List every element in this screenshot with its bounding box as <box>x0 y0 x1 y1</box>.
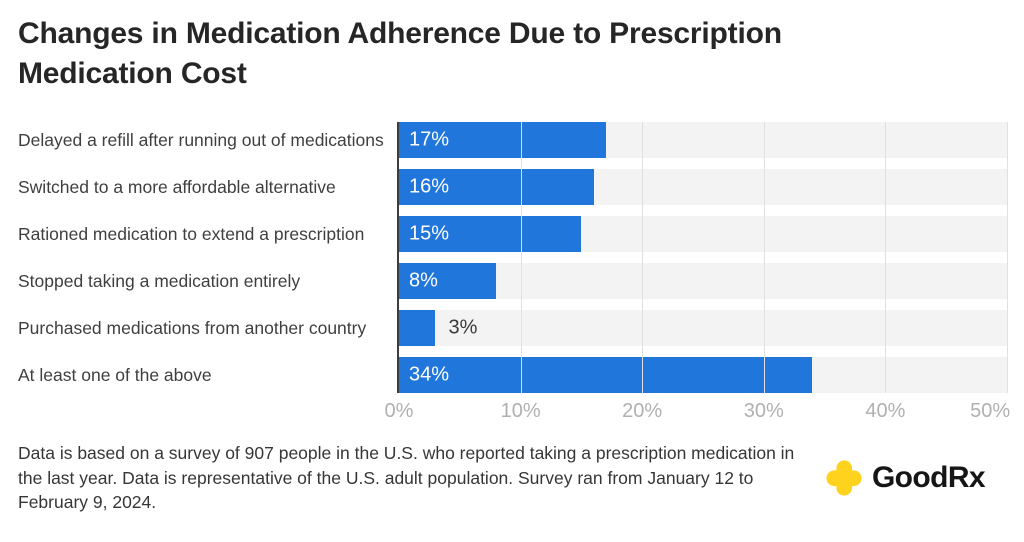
gridline <box>642 122 644 394</box>
bar <box>399 169 594 206</box>
value-label: 16% <box>409 175 450 198</box>
goodrx-logo: GoodRx <box>825 459 1007 497</box>
value-label: 3% <box>448 316 478 339</box>
goodrx-wordmark: GoodRx <box>871 460 986 494</box>
x-tick-label: 10% <box>500 400 541 423</box>
gridlines <box>399 122 1008 394</box>
x-axis: 0% 10% 20% 30% 40% 50% <box>18 400 1011 424</box>
bar <box>399 216 582 253</box>
gridline <box>1007 122 1008 394</box>
bar-track: 15% <box>399 216 1007 253</box>
gridline <box>520 122 522 394</box>
bar-track: 16% <box>399 169 1007 206</box>
bar-track: 3% <box>399 310 1007 347</box>
bar <box>399 122 606 159</box>
bar <box>399 310 436 347</box>
value-label: 17% <box>409 128 450 151</box>
category-label: Stopped taking a medication entirely <box>18 270 301 291</box>
x-tick-label: 50% <box>970 400 1011 423</box>
value-label: 15% <box>409 222 450 245</box>
source-footnote: Data is based on a survey of 907 people … <box>18 443 795 513</box>
value-label: 8% <box>409 269 438 292</box>
category-label: At least one of the above <box>18 364 212 385</box>
goodrx-cross-icon <box>826 460 862 496</box>
gridline <box>763 122 765 394</box>
category-label: Purchased medications from another count… <box>18 317 367 338</box>
category-label: Switched to a more affordable alternativ… <box>18 176 336 197</box>
x-axis-ticks: 0% 10% 20% 30% 40% 50% <box>385 400 1011 424</box>
bar-chart: Delayed a refill after running out of me… <box>18 122 1008 394</box>
value-label: 34% <box>409 363 450 386</box>
bar-track: 34% <box>399 357 1007 394</box>
footer: Data is based on a survey of 907 people … <box>18 441 1007 515</box>
bar-track: 17% <box>399 122 1007 159</box>
axis-spacer <box>18 400 399 424</box>
category-label: Rationed medication to extend a prescrip… <box>18 223 365 244</box>
bar <box>399 357 813 394</box>
x-tick-label: 20% <box>622 400 663 423</box>
category-labels-column: Delayed a refill after running out of me… <box>18 122 397 393</box>
x-tick-label: 40% <box>865 400 906 423</box>
cross-shape <box>826 460 862 496</box>
plot-area: 17% 16% 15% 8% 3% 34% <box>397 122 1008 394</box>
bar-track: 8% <box>399 263 1007 300</box>
bar <box>399 263 497 300</box>
page-title: Changes in Medication Adherence Due to P… <box>18 17 782 90</box>
gridline <box>885 122 887 394</box>
x-tick-label: 30% <box>743 400 784 423</box>
x-tick-label: 0% <box>384 400 414 423</box>
category-label: Delayed a refill after running out of me… <box>18 129 384 150</box>
